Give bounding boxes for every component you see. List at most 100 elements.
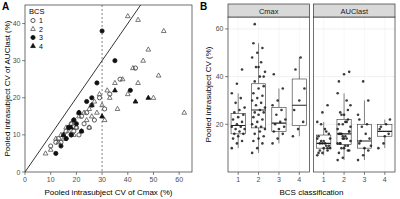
point	[276, 137, 279, 140]
point	[380, 125, 383, 128]
point	[64, 137, 68, 141]
median	[317, 143, 331, 144]
point	[31, 26, 36, 30]
x-tick	[323, 172, 324, 175]
y-tick-label: 40	[216, 73, 224, 80]
point	[367, 149, 370, 152]
y-axis-label: Pooled intrasubject CV (%)	[204, 46, 213, 142]
point	[321, 111, 324, 114]
grid-line	[278, 17, 279, 172]
x-tick-label: 1	[236, 176, 240, 183]
y-tick	[22, 134, 25, 135]
point	[347, 118, 350, 121]
point	[232, 137, 235, 140]
point	[297, 128, 300, 131]
point	[368, 137, 371, 140]
point	[56, 140, 61, 144]
legend-title: BCS	[29, 7, 44, 16]
x-tick	[258, 172, 259, 175]
point	[338, 123, 341, 126]
point	[367, 99, 370, 102]
point	[100, 114, 105, 118]
point	[328, 133, 331, 136]
point	[324, 142, 327, 145]
point	[253, 111, 256, 114]
legend-label: 4	[39, 43, 43, 50]
point	[233, 133, 236, 136]
point	[387, 133, 390, 136]
point	[113, 88, 118, 92]
point	[322, 147, 325, 150]
point	[120, 77, 125, 81]
x-tick	[76, 172, 77, 175]
point	[344, 144, 347, 147]
point	[370, 144, 373, 147]
point	[317, 135, 320, 138]
point	[264, 71, 267, 74]
y-tick-label: 10	[13, 131, 21, 138]
point	[53, 136, 58, 140]
x-tick	[50, 172, 51, 175]
point	[89, 103, 94, 107]
point	[90, 96, 94, 100]
grid-line	[344, 17, 345, 172]
point	[361, 125, 364, 128]
point	[54, 151, 58, 155]
legend-label: 3	[39, 34, 43, 41]
point	[90, 103, 94, 107]
point	[280, 109, 283, 112]
whisker-high	[299, 58, 300, 79]
point	[326, 104, 329, 107]
plot-frame	[25, 5, 192, 172]
point	[260, 102, 263, 105]
point	[113, 59, 117, 63]
box	[251, 84, 265, 128]
whisker-high	[278, 89, 279, 108]
whisker-high	[344, 93, 345, 119]
x-tick-label: 40	[124, 176, 132, 183]
whisker-low	[299, 126, 300, 137]
grid-line	[364, 17, 365, 172]
point	[339, 142, 342, 145]
y-tick	[22, 97, 25, 98]
point	[261, 47, 264, 50]
point	[326, 149, 329, 152]
point	[348, 71, 351, 74]
point	[82, 122, 86, 126]
x-tick-label: 3	[277, 176, 281, 183]
point	[232, 118, 235, 121]
point	[348, 149, 351, 152]
strip-label: Cmax	[259, 7, 279, 16]
point	[336, 128, 339, 131]
point	[92, 118, 96, 122]
point	[236, 123, 239, 126]
point	[276, 99, 279, 102]
grid-line	[314, 76, 396, 77]
point	[316, 154, 319, 157]
point	[236, 82, 239, 85]
y-tick-label: 30	[13, 57, 21, 64]
facet-marks	[316, 71, 392, 162]
grid-line	[314, 28, 396, 29]
point	[357, 113, 360, 116]
x-tick-label: 4	[383, 176, 387, 183]
median	[337, 133, 351, 134]
x-tick	[179, 172, 180, 175]
x-tick-label: 30	[98, 176, 106, 183]
point	[251, 56, 254, 59]
x-tick	[384, 172, 385, 175]
x-tick-label: 10	[47, 176, 55, 183]
plot-marks	[25, 5, 192, 172]
legend-label: 2	[39, 26, 43, 33]
grid-line	[228, 76, 310, 77]
point	[131, 65, 136, 69]
point	[87, 125, 92, 129]
point	[326, 147, 329, 150]
point	[343, 113, 346, 116]
point	[257, 137, 260, 140]
point	[128, 88, 132, 92]
strip	[314, 4, 396, 17]
point	[328, 144, 331, 147]
point	[347, 144, 350, 147]
point	[382, 142, 385, 145]
